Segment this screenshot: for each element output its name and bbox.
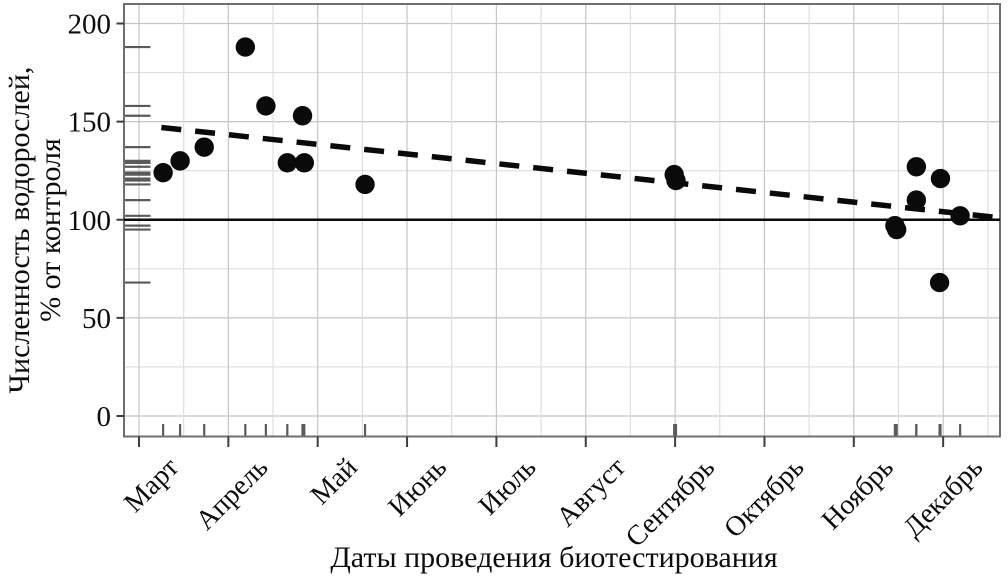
y-axis-title: Численность водорослей, % от контроля [3,10,68,450]
data-point [294,153,314,173]
x-tick-label: Март [118,452,185,519]
x-tick-label: Июнь [382,452,453,523]
data-point [256,96,276,116]
x-tick-label: Август [551,452,632,533]
data-point [170,151,190,171]
data-point [277,153,298,173]
data-point [194,137,214,157]
data-point [235,37,256,57]
y-axis-title-line2: % от контроля [34,138,67,322]
x-tick-label: Апрель [190,452,274,536]
y-axis-title-line1: Численность водорослей, [3,66,36,394]
data-points [153,37,970,293]
data-point [355,174,375,195]
y-tick-label: 200 [68,9,112,41]
x-axis-title: Даты проведения биотестирования [330,541,778,574]
x-rug-marks [162,424,962,436]
data-point [906,157,927,177]
data-point [950,206,970,226]
data-point [929,272,950,293]
data-point [292,106,313,126]
y-tick-label: 150 [68,107,112,139]
y-rug-marks [125,45,151,284]
y-tick-label: 100 [68,205,112,237]
x-tick-label: Ноябрь [816,452,900,536]
trend-line [161,124,1000,221]
data-point [153,162,173,183]
data-point [886,219,907,240]
y-tick-label: 50 [82,303,111,335]
x-tick-label: Декабрь [898,452,990,544]
data-point [930,168,951,189]
data-point [666,170,686,191]
x-axis: Март Апрель Май Июнь Июль АвгустСентябрьОктяб… [118,436,990,553]
x-tick-label: Май [305,452,364,511]
y-tick-label: 0 [97,401,112,433]
x-tick-label: Июль [473,452,542,521]
y-axis: 0 50 100 150 200 [68,9,124,433]
x-tick-label: Сентябрь [620,452,721,553]
x-tick-label: Октябрь [718,452,810,544]
data-point [906,190,927,210]
